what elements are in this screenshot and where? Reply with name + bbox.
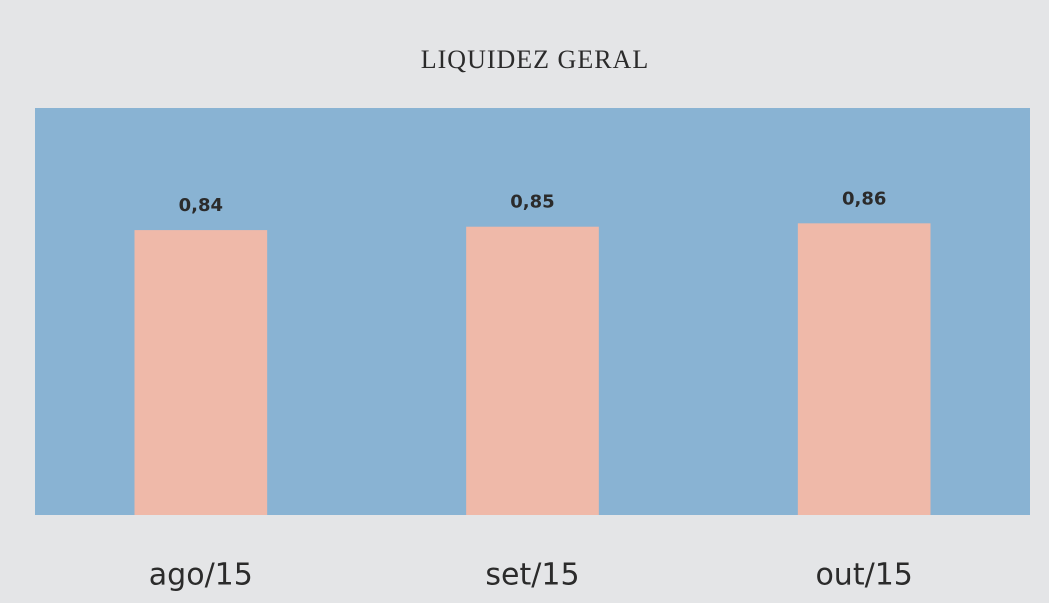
chart-title: LIQUIDEZ GERAL: [421, 45, 649, 74]
bar: [797, 223, 931, 516]
value-label: 0,84: [179, 195, 223, 216]
value-label: 0,85: [510, 192, 554, 213]
value-label: 0,86: [842, 188, 886, 209]
x-tick-label: set/15: [485, 558, 579, 593]
bar: [134, 230, 268, 515]
x-tick-label: out/15: [815, 558, 912, 593]
x-tick-label: ago/15: [149, 558, 253, 593]
bar: [466, 226, 599, 516]
